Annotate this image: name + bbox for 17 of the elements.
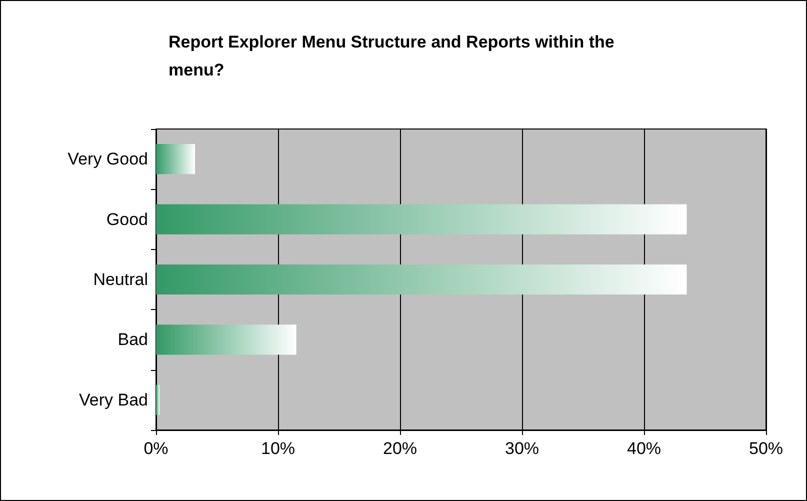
x-tick-label: 30% xyxy=(504,439,540,458)
bar xyxy=(156,324,296,355)
x-tick-label: 40% xyxy=(626,439,662,458)
chart-title: Report Explorer Menu Structure and Reports within the menu? xyxy=(168,32,620,80)
bar xyxy=(156,204,687,234)
x-tick-label: 0% xyxy=(144,439,168,458)
bar xyxy=(156,144,196,174)
y-tick-label: Neutral xyxy=(93,270,148,289)
y-tick-label: Bad xyxy=(118,330,148,350)
bar xyxy=(156,384,160,415)
x-tick-label: 10% xyxy=(260,439,296,458)
x-tick-label: 50% xyxy=(748,439,784,458)
y-tick-label: Good xyxy=(106,210,148,229)
bar xyxy=(156,264,687,295)
y-tick-label: Very Good xyxy=(68,150,148,169)
y-tick-label: Very Bad xyxy=(79,390,148,410)
x-tick-label: 20% xyxy=(382,439,418,458)
